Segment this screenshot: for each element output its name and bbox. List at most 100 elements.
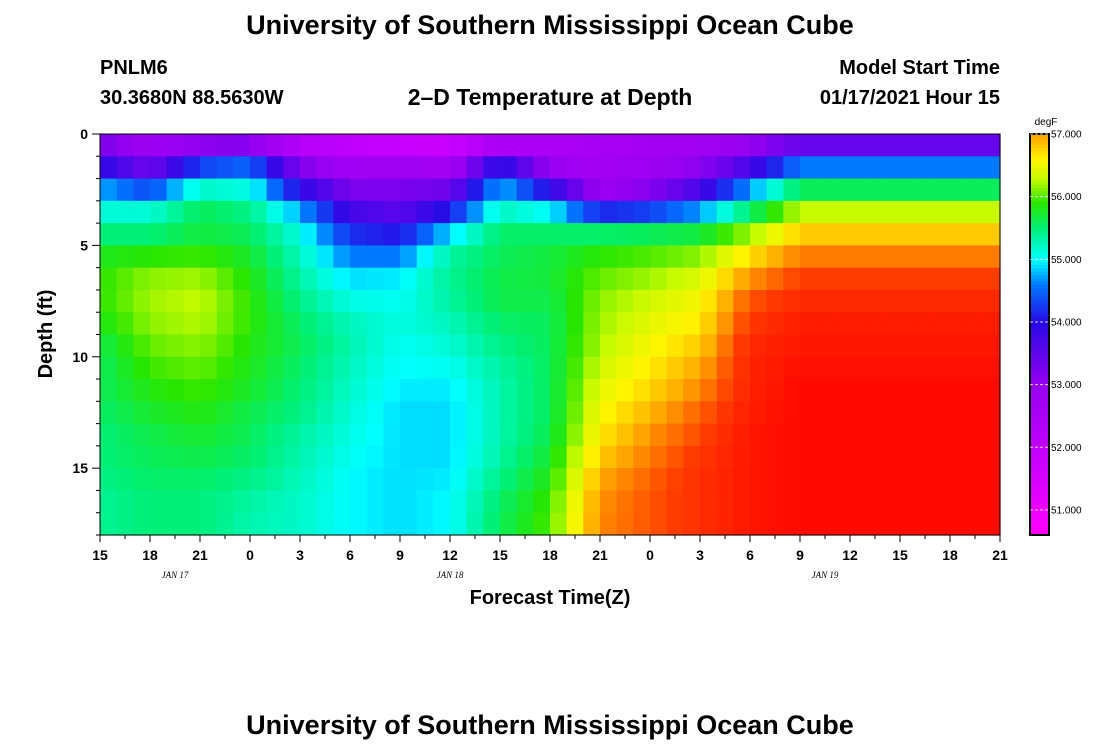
- heatmap-cell: [916, 468, 934, 492]
- heatmap-cell: [866, 490, 884, 514]
- heatmap-cell: [700, 289, 718, 313]
- heatmap-cell: [466, 312, 484, 336]
- colorbar-segment: [1030, 414, 1049, 419]
- heatmap-cell: [983, 356, 1001, 380]
- heatmap-cell: [350, 379, 368, 402]
- colorbar-segment: [1030, 200, 1049, 205]
- heatmap-cell: [300, 223, 318, 246]
- heatmap-cell: [100, 468, 118, 492]
- heatmap-cell: [950, 490, 968, 514]
- heatmap-cell: [866, 512, 884, 536]
- heatmap-cell: [883, 223, 901, 246]
- heatmap-cell: [150, 267, 168, 291]
- heatmap-cell: [383, 334, 401, 358]
- colorbar-segment: [1030, 347, 1049, 352]
- heatmap-cell: [333, 267, 351, 291]
- heatmap-cell: [200, 312, 218, 336]
- heatmap-cell: [883, 289, 901, 313]
- heatmap-cell: [600, 223, 618, 246]
- heatmap-cell: [616, 445, 634, 469]
- heatmap-cell: [266, 178, 284, 202]
- heatmap-cell: [683, 512, 701, 536]
- x-tick-label: 15: [492, 547, 508, 563]
- colorbar-segment: [1030, 234, 1049, 239]
- heatmap-cell: [550, 445, 568, 469]
- heatmap-cell: [816, 445, 834, 469]
- heatmap-cell: [383, 468, 401, 492]
- x-tick-label: 15: [892, 547, 908, 563]
- heatmap-cell: [766, 200, 784, 224]
- heatmap-cell: [783, 223, 801, 246]
- heatmap-cell: [933, 379, 951, 402]
- heatmap-cell: [150, 334, 168, 358]
- heatmap-cell: [466, 156, 484, 180]
- heatmap-cell: [600, 334, 618, 358]
- colorbar-segment: [1030, 367, 1049, 372]
- colorbar-frame: [1029, 133, 1050, 536]
- heatmap-cell: [333, 156, 351, 180]
- heatmap-cell: [700, 468, 718, 492]
- heatmap-cell: [583, 200, 601, 224]
- heatmap-cell: [666, 312, 684, 336]
- heatmap-cell: [450, 423, 468, 447]
- heatmap-cell: [550, 512, 568, 536]
- heatmap-cell: [700, 223, 718, 246]
- heatmap-cell: [933, 423, 951, 447]
- heatmap-cell: [866, 223, 884, 246]
- heatmap-cell: [316, 223, 334, 246]
- colorbar-segment: [1030, 140, 1049, 145]
- heatmap-cell: [683, 178, 701, 202]
- heatmap-cell: [233, 156, 251, 180]
- x-tick-label: 6: [746, 547, 754, 563]
- heatmap-cell: [883, 401, 901, 425]
- heatmap-cell: [216, 200, 234, 224]
- heatmap-cell: [983, 401, 1001, 425]
- heatmap-cell: [450, 267, 468, 291]
- heatmap-cell: [300, 178, 318, 202]
- heatmap-cell: [800, 134, 818, 157]
- heatmap-cell: [166, 245, 184, 269]
- heatmap-cell: [250, 379, 268, 402]
- colorbar-segment: [1030, 324, 1049, 329]
- heatmap-cell: [250, 468, 268, 492]
- heatmap-cell: [516, 512, 534, 536]
- x-tick-label: 0: [246, 547, 254, 563]
- colorbar-segment: [1030, 207, 1049, 212]
- heatmap-cell: [733, 156, 751, 180]
- heatmap-cell: [850, 200, 868, 224]
- heatmap-cell: [683, 156, 701, 180]
- heatmap-cell: [683, 200, 701, 224]
- heatmap-cell: [600, 379, 618, 402]
- heatmap-cell: [483, 379, 501, 402]
- heatmap-cell: [483, 468, 501, 492]
- heatmap-cell: [233, 223, 251, 246]
- heatmap-cell: [566, 289, 584, 313]
- heatmap-cell: [166, 267, 184, 291]
- colorbar-segment: [1030, 524, 1049, 529]
- heatmap-cell: [216, 423, 234, 447]
- colorbar-segment: [1030, 327, 1049, 332]
- day-label: JAN 18: [437, 570, 464, 580]
- colorbar-segment: [1030, 177, 1049, 182]
- heatmap-cell: [916, 289, 934, 313]
- heatmap-cell: [600, 356, 618, 380]
- colorbar-segment: [1030, 334, 1049, 339]
- heatmap-cell: [483, 401, 501, 425]
- heatmap-cell: [266, 245, 284, 269]
- heatmap-cell: [416, 490, 434, 514]
- x-tick-label: 21: [992, 547, 1008, 563]
- heatmap-cell: [300, 512, 318, 536]
- heatmap-cell: [550, 267, 568, 291]
- heatmap-cell: [866, 379, 884, 402]
- heatmap-cell: [533, 223, 551, 246]
- heatmap-cell: [783, 134, 801, 157]
- heatmap-cell: [583, 468, 601, 492]
- heatmap-cell: [150, 156, 168, 180]
- heatmap-cell: [233, 245, 251, 269]
- heatmap-cell: [650, 512, 668, 536]
- colorbar-segment: [1030, 174, 1049, 179]
- colorbar-segment: [1030, 377, 1049, 382]
- heatmap-cell: [650, 379, 668, 402]
- heatmap-cell: [816, 200, 834, 224]
- heatmap-cell: [666, 200, 684, 224]
